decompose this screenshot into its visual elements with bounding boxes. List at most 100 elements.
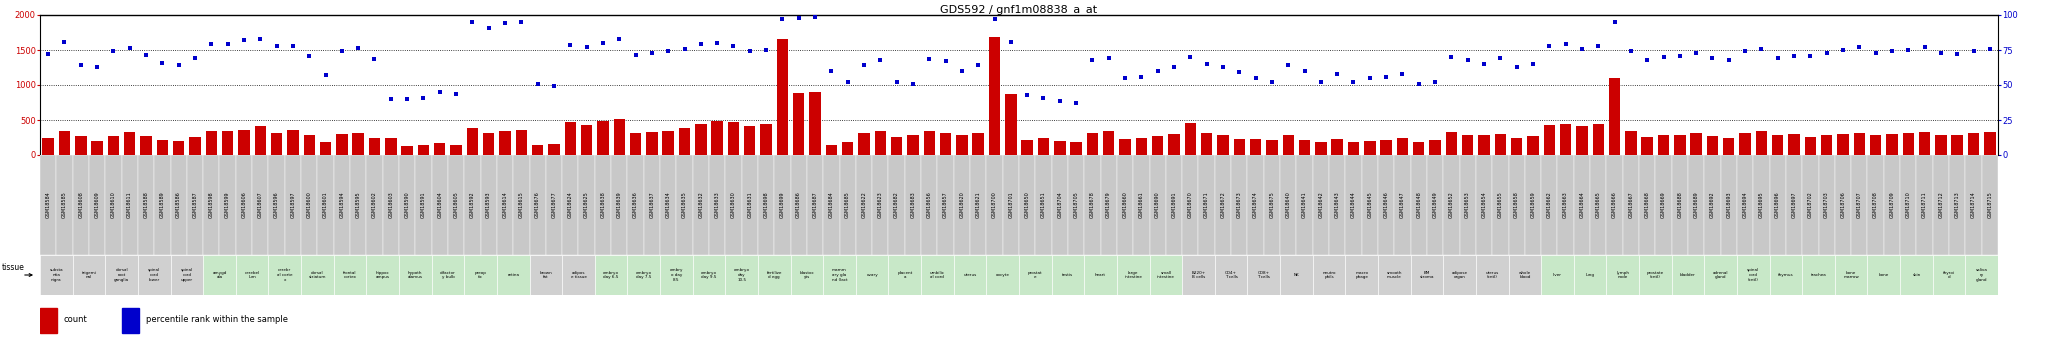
Point <box>457 19 489 25</box>
Bar <box>627 155 643 255</box>
Bar <box>1950 155 1966 255</box>
Text: GSM18660: GSM18660 <box>1122 191 1128 218</box>
Point <box>326 48 358 53</box>
Bar <box>1184 123 1196 155</box>
Bar <box>188 137 201 155</box>
Text: GSM18611: GSM18611 <box>127 191 133 218</box>
Bar <box>41 155 55 255</box>
Bar <box>1952 135 1962 155</box>
Bar <box>774 155 791 255</box>
Text: GSM18606: GSM18606 <box>242 191 246 218</box>
Point <box>602 36 635 41</box>
Bar <box>1214 255 1247 295</box>
Bar <box>1249 139 1262 155</box>
Point <box>717 43 750 49</box>
Bar <box>662 130 674 155</box>
Text: GSM18709: GSM18709 <box>1890 192 1894 218</box>
Bar <box>1819 155 1835 255</box>
Bar <box>500 130 510 155</box>
Point <box>766 17 799 22</box>
Text: GSM18590: GSM18590 <box>406 192 410 218</box>
Bar <box>793 93 805 155</box>
Text: GSM18688: GSM18688 <box>1677 191 1681 218</box>
Text: spinal
cord
lower: spinal cord lower <box>147 268 160 282</box>
Text: macro
phage: macro phage <box>1356 271 1368 279</box>
Text: GSM18600: GSM18600 <box>307 191 311 218</box>
Bar <box>1509 155 1526 255</box>
Point <box>1860 51 1892 56</box>
Bar <box>791 155 807 255</box>
Text: GSM18692: GSM18692 <box>1710 192 1714 218</box>
Point <box>1272 63 1305 68</box>
Text: adrenal
gland: adrenal gland <box>1712 271 1729 279</box>
Point <box>424 89 457 95</box>
Text: GSM18630: GSM18630 <box>731 191 735 218</box>
Bar <box>367 155 383 255</box>
Bar <box>578 155 594 255</box>
Bar <box>987 255 1020 295</box>
Bar <box>1772 135 1784 155</box>
Text: placent
a: placent a <box>897 271 913 279</box>
Bar <box>399 155 416 255</box>
Point <box>1174 54 1206 60</box>
Bar <box>840 155 856 255</box>
Text: GSM18602: GSM18602 <box>373 191 377 218</box>
Text: GSM18711: GSM18711 <box>1923 191 1927 218</box>
Text: GSM18670: GSM18670 <box>1188 191 1192 218</box>
Text: GSM18594: GSM18594 <box>340 192 344 218</box>
Bar <box>1296 155 1313 255</box>
Text: GSM18614: GSM18614 <box>502 191 508 218</box>
Bar <box>856 255 889 295</box>
Bar <box>1247 255 1280 295</box>
Text: GSM18673: GSM18673 <box>1237 191 1241 218</box>
Bar <box>418 145 430 155</box>
Point <box>358 56 391 62</box>
Text: GSM18645: GSM18645 <box>1368 191 1372 218</box>
Text: GSM18694: GSM18694 <box>1743 192 1747 218</box>
Bar <box>238 130 250 155</box>
Text: GSM18664: GSM18664 <box>1579 191 1585 218</box>
Text: mamm
ary gla
nd (lact: mamm ary gla nd (lact <box>831 268 848 282</box>
Bar <box>369 138 381 155</box>
Bar <box>711 121 723 155</box>
Text: GSM18701: GSM18701 <box>1008 191 1014 218</box>
Bar <box>1606 155 1622 255</box>
Bar <box>1100 155 1116 255</box>
Text: GSM18593: GSM18593 <box>485 192 492 218</box>
Text: prostate
(cntl): prostate (cntl) <box>1647 271 1663 279</box>
Bar <box>72 255 104 295</box>
Bar <box>1444 155 1460 255</box>
Point <box>913 56 946 62</box>
Text: GSM18675: GSM18675 <box>1270 191 1274 218</box>
Point <box>1108 75 1141 81</box>
Text: GSM18598: GSM18598 <box>209 192 213 218</box>
Bar <box>940 132 950 155</box>
Text: GSM18637: GSM18637 <box>649 191 655 218</box>
Title: GDS592 / gnf1m08838_a_at: GDS592 / gnf1m08838_a_at <box>940 4 1098 15</box>
Text: GSM18666: GSM18666 <box>1612 191 1618 218</box>
Bar <box>268 255 301 295</box>
Bar <box>1802 155 1819 255</box>
Text: GSM18607: GSM18607 <box>258 191 262 218</box>
Text: GSM18657: GSM18657 <box>942 191 948 218</box>
Point <box>1597 19 1630 25</box>
Bar <box>874 131 887 155</box>
Bar <box>319 142 332 155</box>
Bar <box>268 155 285 255</box>
Point <box>1679 50 1712 56</box>
Text: GSM18596: GSM18596 <box>274 192 279 218</box>
Bar <box>809 92 821 155</box>
Bar <box>1739 132 1751 155</box>
Bar <box>104 255 137 295</box>
Bar <box>823 155 840 255</box>
Text: umbilic
al cord: umbilic al cord <box>930 271 944 279</box>
Text: retina: retina <box>508 273 520 277</box>
Text: bone: bone <box>1878 273 1888 277</box>
Point <box>881 79 913 84</box>
Bar <box>1395 155 1411 255</box>
Bar <box>1544 125 1554 155</box>
Text: GSM18689: GSM18689 <box>1694 192 1698 218</box>
Bar <box>1722 138 1735 155</box>
Bar <box>498 255 530 295</box>
Bar <box>725 155 741 255</box>
